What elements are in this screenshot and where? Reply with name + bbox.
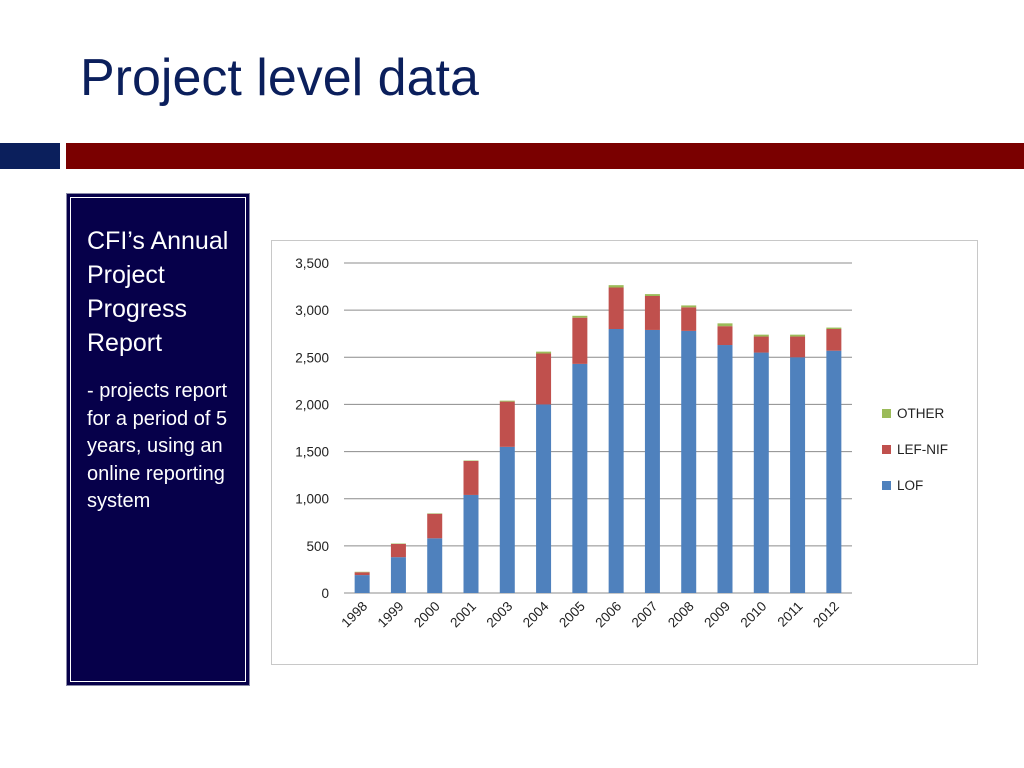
y-tick-label: 3,500 [295,256,329,271]
header-rule-right [66,143,1024,169]
bar-segment-lof [608,329,624,593]
x-tick-label: 2003 [484,599,516,631]
bar-segment-lof [572,363,588,593]
y-tick-label: 2,500 [295,350,329,365]
legend-swatch [882,409,891,418]
bar-segment-other [753,334,769,337]
bar-segment-lof [826,350,842,593]
x-tick-label: 1999 [375,599,407,631]
bar-segment-lof [354,575,370,593]
bar-segment-other [644,294,660,296]
bar-segment-lef-nif [644,296,660,330]
legend-label: OTHER [897,406,945,421]
bar-segment-lef-nif [681,307,697,331]
x-tick-label: 2004 [520,598,552,630]
stacked-bar-chart: 0 500 1,000 1,500 2,000 2,500 3,000 3,500 1998 19… [295,256,948,631]
bar-segment-lef-nif [390,543,406,558]
bar-segment-lef-nif [572,317,588,364]
bar-segment-lef-nif [354,572,370,576]
bar-segment-lef-nif [427,513,443,539]
bar-segment-lof [536,404,552,593]
y-tick-label: 1,000 [295,492,329,507]
bar-segment-lef-nif [608,287,624,329]
bar-segment-other [681,305,697,308]
bar-segment-lof [753,352,769,593]
bar-segment-lof [790,357,806,593]
bar-segment-other [790,334,806,337]
x-tick-label: 2000 [411,599,443,631]
x-tick-label: 2011 [775,599,806,630]
bar-segment-other [536,351,552,354]
side-panel-body: - projects report for a period of 5 year… [87,380,228,512]
y-tick-label: 3,000 [295,303,329,318]
legend-swatch [882,445,891,454]
x-tick-label: 2005 [556,599,588,631]
bar-segment-lef-nif [790,336,806,358]
side-panel: CFI’s Annual Project Progress Report - p… [66,193,250,686]
slide-title: Project level data [80,49,479,107]
chart-container: 0 500 1,000 1,500 2,000 2,500 3,000 3,500 1998 19… [271,240,978,665]
bar-segment-lof [717,345,733,593]
x-tick-label: 2009 [701,599,733,631]
legend-swatch [882,481,891,490]
x-tick-label: 2007 [629,599,661,631]
bar-segment-lof [463,494,479,593]
legend-label: LEF-NIF [897,442,948,457]
bar-segment-lof [681,330,697,593]
x-tick-label: 2001 [447,599,479,631]
bar-segment-lef-nif [717,326,733,346]
bar-segment-lef-nif [463,461,479,495]
side-panel-heading: CFI’s Annual Project Progress Report [87,227,229,357]
header-rule-left [0,143,60,169]
bar-segment-other [717,323,733,327]
x-tick-label: 2008 [665,599,697,631]
y-tick-label: 500 [306,539,329,554]
y-tick-label: 1,500 [295,445,329,460]
x-tick-label: 1998 [338,599,370,631]
bar-segment-lef-nif [753,336,769,353]
bar-segment-lef-nif [826,329,842,351]
side-panel-inner: CFI’s Annual Project Progress Report - p… [70,197,246,682]
x-tick-label: 2006 [592,599,624,631]
bar-segment-other [572,315,588,318]
bar-segment-other [499,400,515,402]
y-tick-label: 0 [321,586,329,601]
bar-segment-lef-nif [536,353,552,405]
bar-segment-lef-nif [499,401,515,447]
bar-segment-lof [644,329,660,593]
y-tick-label: 2,000 [295,397,329,412]
bar-segment-other [826,327,842,329]
bar-segment-lof [499,446,515,593]
bar-segment-lof [390,557,406,593]
bar-segment-lof [427,538,443,593]
legend-label: LOF [897,478,923,493]
x-tick-label: 2012 [810,599,842,631]
x-tick-label: 2010 [738,599,770,631]
bar-segment-other [608,285,624,288]
